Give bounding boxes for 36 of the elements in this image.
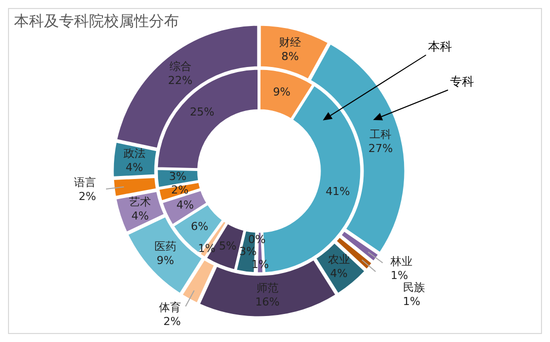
data-label: 8% <box>281 50 299 63</box>
slice-label: 林业 <box>390 254 413 268</box>
text: 0% <box>248 232 266 246</box>
slice-label: 工科 <box>370 128 392 142</box>
data-label: 16% <box>255 296 280 309</box>
data-label: 2% <box>78 190 96 204</box>
data-label: 25% <box>190 106 214 119</box>
data-label: 27% <box>368 142 393 156</box>
slice-label: 师范 <box>256 282 278 295</box>
data-label: 41% <box>326 184 350 198</box>
slice-label: 体育 <box>158 301 181 314</box>
data-label: 9% <box>156 254 174 267</box>
slice-label: 政法 <box>123 147 146 160</box>
data-label: 1% <box>402 295 420 308</box>
data-label: 2% <box>163 315 181 328</box>
chart-title: 本科及专科院校属性分布 <box>14 12 179 30</box>
data-label: 3% <box>168 170 186 184</box>
data-label: 2% <box>171 183 189 196</box>
data-label: 6% <box>190 220 208 233</box>
data-label: 4% <box>131 209 149 222</box>
data-label: 4% <box>176 198 194 212</box>
slice-label: 医药 <box>154 240 176 253</box>
slice-label: 综合 <box>169 60 192 73</box>
data-label: 4% <box>126 161 144 174</box>
data-label: 1% <box>390 268 408 282</box>
slice-label: 语言 <box>74 176 96 190</box>
data-label: 9% <box>272 86 290 99</box>
data-label: 22% <box>168 74 192 87</box>
data-label: 5% <box>219 239 237 252</box>
slice-label: 专科 <box>450 74 474 88</box>
slice-label: 财经 <box>279 36 302 49</box>
data-label: 4% <box>330 267 348 280</box>
slice-label: 本科 <box>428 39 452 54</box>
slice-label: 民族 <box>402 281 425 294</box>
slice-label: 艺术 <box>129 195 152 208</box>
slice-label: 农业 <box>328 253 350 266</box>
